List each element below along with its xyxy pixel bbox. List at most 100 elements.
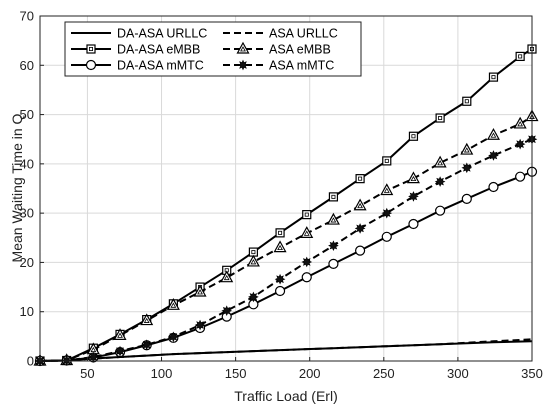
legend-marker-asa-embb <box>236 41 250 54</box>
data-point-asa-mmtc <box>168 331 179 343</box>
data-point-da-asa-embb-inner <box>411 134 416 139</box>
data-point-da-asa-embb <box>488 72 499 82</box>
data-point-asa-mmtc <box>381 207 393 219</box>
legend-label-da-asa-urllc: DA-ASA URLLC <box>117 27 207 41</box>
legend-marker-asa-embb-inner <box>240 46 246 52</box>
data-point-asa-embb <box>486 128 500 140</box>
legend-label-asa-urllc: ASA URLLC <box>269 27 338 41</box>
x-tick-label: 350 <box>521 366 543 381</box>
data-point-da-asa-embb <box>355 174 365 184</box>
data-point-asa-embb <box>353 198 367 211</box>
data-point-asa-mmtc <box>274 273 286 285</box>
legend-marker-da-asa-embb <box>86 44 96 54</box>
data-point-asa-embb <box>273 240 287 253</box>
data-point-asa-embb-inner <box>143 317 150 323</box>
data-point-da-asa-mmtc <box>461 193 472 204</box>
data-point-asa-mmtc <box>514 138 526 150</box>
y-tick-label: 40 <box>20 156 34 171</box>
data-point-da-asa-embb-inner <box>278 230 283 235</box>
data-point-asa-mmtc <box>408 191 419 202</box>
data-point-asa-embb <box>433 155 447 168</box>
legend-label-da-asa-mmtc: DA-ASA mMTC <box>117 59 204 73</box>
x-tick-label: 200 <box>299 366 321 381</box>
data-point-asa-mmtc <box>221 305 233 317</box>
data-point-asa-embb <box>193 284 207 297</box>
legend-label-asa-embb: ASA eMBB <box>269 43 331 57</box>
y-tick-label: 0 <box>27 354 34 369</box>
data-point-da-asa-embb <box>302 210 312 220</box>
legend-label-da-asa-embb: DA-ASA eMBB <box>117 43 200 57</box>
data-point-asa-embb <box>300 226 314 238</box>
data-point-asa-mmtc <box>461 162 473 174</box>
data-point-asa-mmtc <box>488 150 499 161</box>
legend-marker-da-asa-embb-inner <box>89 47 94 52</box>
legend-marker-asa-mmtc <box>237 59 249 71</box>
data-point-asa-embb-inner <box>90 346 97 353</box>
data-point-asa-mmtc <box>88 351 99 363</box>
data-point-da-asa-mmtc <box>328 258 339 270</box>
data-point-asa-embb-inner <box>277 244 283 251</box>
data-point-da-asa-embb <box>275 228 285 238</box>
legend-box <box>64 21 362 77</box>
data-point-asa-embb-inner <box>170 302 177 308</box>
y-tick-label: 50 <box>20 107 34 122</box>
legend-label-asa-mmtc: ASA mMTC <box>269 59 334 73</box>
data-point-asa-mmtc <box>301 256 313 268</box>
data-point-da-asa-mmtc <box>301 272 312 283</box>
data-point-asa-mmtc <box>434 176 446 187</box>
data-point-asa-embb-inner <box>357 202 363 209</box>
data-point-asa-embb <box>460 142 474 155</box>
data-point-asa-embb-inner <box>303 230 310 236</box>
data-point-asa-mmtc <box>114 345 126 357</box>
data-point-asa-mmtc <box>328 240 339 251</box>
plot-frame <box>39 15 533 362</box>
data-point-da-asa-embb-inner <box>304 212 309 217</box>
data-point-da-asa-embb-inner <box>331 194 336 199</box>
legend: DA-ASA URLLC ASA URLLC DA-ASA eMBB ASA eMBB… <box>64 21 362 77</box>
data-point-da-asa-mmtc <box>408 218 419 230</box>
data-point-asa-mmtc <box>248 291 259 303</box>
data-point-da-asa-mmtc <box>381 231 392 242</box>
y-tick-label: 70 <box>20 9 34 24</box>
data-point-asa-embb <box>406 171 420 184</box>
x-tick-label: 50 <box>80 366 94 381</box>
data-point-da-asa-embb-inner <box>251 250 256 255</box>
data-point-da-asa-embb-inner <box>384 158 389 163</box>
data-point-da-asa-embb <box>382 156 392 166</box>
data-point-asa-embb-inner <box>383 187 390 193</box>
data-point-da-asa-mmtc <box>435 205 446 216</box>
data-point-asa-embb-inner <box>437 160 443 166</box>
data-point-da-asa-embb <box>435 113 445 123</box>
tick-labels: 50 100 150 200 250 300 350 0 10 20 30 40 50 60 70 <box>20 9 543 382</box>
data-point-da-asa-embb <box>462 96 472 106</box>
y-tick-label: 60 <box>20 58 34 73</box>
data-point-asa-mmtc <box>194 319 206 331</box>
data-point-da-asa-embb-inner <box>438 116 443 121</box>
x-tick-label: 300 <box>447 366 469 381</box>
x-tick-label: 150 <box>225 366 247 381</box>
data-point-asa-embb <box>246 254 260 267</box>
data-point-asa-embb-inner <box>250 259 257 265</box>
data-point-asa-embb-inner <box>197 289 203 295</box>
data-point-da-asa-embb <box>328 192 339 202</box>
data-point-da-asa-mmtc <box>488 181 499 193</box>
data-point-da-asa-mmtc <box>354 245 366 256</box>
data-point-da-asa-embb <box>408 131 419 141</box>
data-point-asa-embb <box>220 270 234 283</box>
data-point-asa-embb <box>140 313 154 326</box>
data-point-asa-mmtc <box>141 339 153 351</box>
y-tick-label: 20 <box>20 255 34 270</box>
data-point-da-asa-embb-inner <box>464 99 469 104</box>
data-point-asa-embb-inner <box>463 147 470 153</box>
data-point-da-asa-mmtc <box>515 171 526 182</box>
x-tick-label: 100 <box>151 366 173 381</box>
y-tick-label: 10 <box>20 304 34 319</box>
data-point-asa-embb-inner <box>490 132 497 138</box>
data-point-asa-embb <box>326 212 340 225</box>
data-point-da-asa-embb-inner <box>491 75 496 80</box>
data-point-asa-embb-inner <box>517 121 524 127</box>
legend-marker-da-asa-mmtc <box>85 59 97 71</box>
data-point-asa-embb <box>166 298 180 310</box>
data-point-asa-embb <box>513 116 527 129</box>
